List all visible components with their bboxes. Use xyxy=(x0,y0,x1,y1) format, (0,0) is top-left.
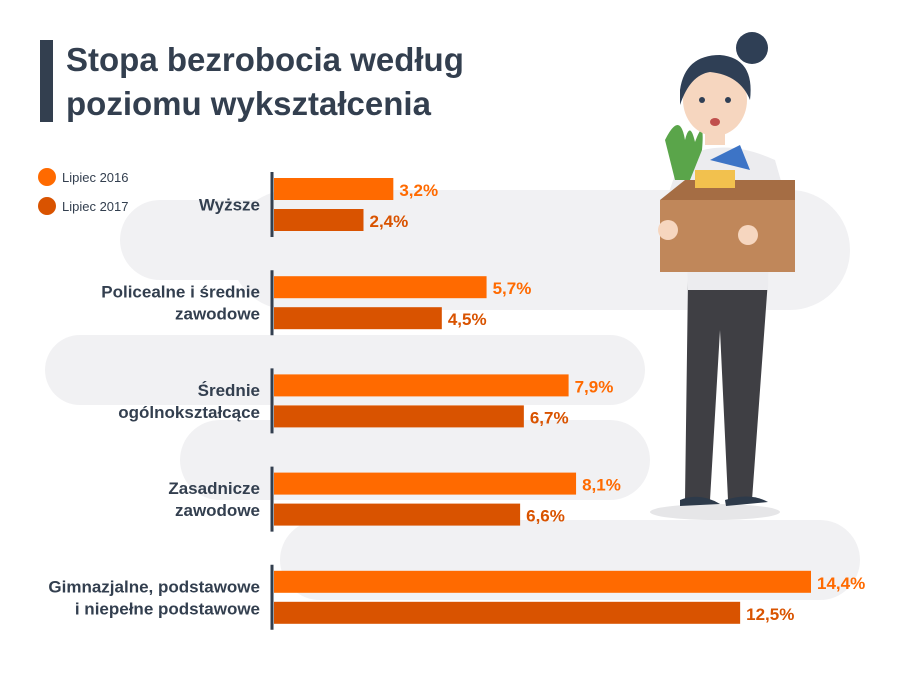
data-label: 14,4% xyxy=(817,574,865,593)
data-label: 6,6% xyxy=(526,507,565,526)
legend-item-2016: Lipiec 2016 xyxy=(38,168,129,186)
legend-swatch xyxy=(38,197,56,215)
data-label: 6,7% xyxy=(530,408,569,427)
data-label: 2,4% xyxy=(370,212,409,231)
data-label: 7,9% xyxy=(575,377,614,396)
bar-2016 xyxy=(274,472,577,495)
bar-2016 xyxy=(274,570,811,593)
title-line: Stopa bezrobocia według xyxy=(66,41,464,78)
bar-2016 xyxy=(274,276,487,299)
category-label: Policealne i średnie xyxy=(101,283,260,302)
category-label: zawodowe xyxy=(175,501,260,520)
data-label: 8,1% xyxy=(582,476,621,495)
data-label: 5,7% xyxy=(493,279,532,298)
category-label: i niepełne podstawowe xyxy=(75,599,260,618)
bar-2017 xyxy=(274,209,364,231)
category-label: Średnie xyxy=(198,381,260,400)
title-accent-bar xyxy=(40,40,53,122)
title-line: poziomu wykształcenia xyxy=(66,85,431,122)
category-label: ogólnokształcące xyxy=(118,403,260,422)
data-label: 12,5% xyxy=(746,605,794,624)
bar-2017 xyxy=(274,307,442,330)
page-title: Stopa bezrobocia według poziomu wykształ… xyxy=(66,38,566,126)
bar-2016 xyxy=(274,374,569,397)
woman-illustration xyxy=(650,32,795,520)
category-label: Zasadnicze xyxy=(168,479,260,498)
bar-2017 xyxy=(274,601,741,624)
legend-label: Lipiec 2016 xyxy=(62,169,129,185)
legend-swatch xyxy=(38,168,56,186)
bar-2017 xyxy=(274,503,521,526)
category-label: zawodowe xyxy=(175,305,260,324)
legend-label: Lipiec 2017 xyxy=(62,198,129,214)
legend-item-2017: Lipiec 2017 xyxy=(38,197,129,215)
bar-2016 xyxy=(274,178,394,200)
data-label: 4,5% xyxy=(448,310,487,329)
category-label: Gimnazjalne, podstawowe xyxy=(48,577,260,596)
data-label: 3,2% xyxy=(399,181,438,200)
category-label: Wyższe xyxy=(199,196,260,215)
bar-2017 xyxy=(274,405,524,428)
